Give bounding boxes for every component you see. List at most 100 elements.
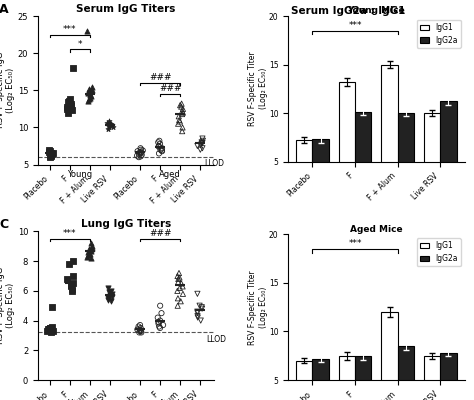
- Y-axis label: RSV F-specific IgG
(Log₂ EC₅₀): RSV F-specific IgG (Log₂ EC₅₀): [0, 52, 15, 128]
- Point: [108, 298, 115, 304]
- Point: [64, 276, 71, 282]
- Point: [69, 280, 77, 287]
- Point: [138, 152, 146, 158]
- Point: [67, 283, 75, 290]
- Point: [176, 102, 184, 108]
- Point: [193, 291, 201, 297]
- Point: [155, 319, 162, 325]
- Point: [47, 329, 55, 336]
- Point: [47, 152, 55, 159]
- Point: [158, 147, 165, 154]
- Point: [47, 150, 55, 157]
- Point: [155, 144, 163, 150]
- Point: [174, 279, 182, 285]
- Bar: [296, 140, 312, 210]
- Point: [136, 149, 144, 155]
- Point: [133, 152, 141, 159]
- Point: [84, 249, 92, 256]
- Point: [84, 88, 92, 95]
- Bar: [339, 82, 355, 210]
- Bar: [312, 139, 328, 210]
- Point: [46, 326, 53, 333]
- Point: [46, 149, 53, 155]
- Point: [88, 243, 96, 250]
- Point: [109, 122, 116, 128]
- Point: [155, 150, 163, 157]
- Text: ###: ###: [149, 73, 172, 82]
- Text: ***: ***: [348, 239, 362, 248]
- Point: [198, 304, 206, 310]
- Point: [174, 276, 182, 282]
- Point: [63, 104, 71, 110]
- Point: [83, 254, 91, 260]
- Point: [107, 288, 114, 294]
- Point: [88, 244, 95, 251]
- Point: [156, 317, 164, 324]
- Point: [84, 252, 92, 258]
- Point: [157, 146, 164, 153]
- Point: [193, 308, 201, 315]
- Bar: [312, 359, 328, 400]
- Point: [194, 313, 201, 319]
- Point: [194, 314, 201, 321]
- Point: [87, 246, 95, 252]
- Point: [175, 113, 182, 120]
- Point: [66, 101, 73, 108]
- Point: [175, 270, 183, 276]
- Point: [156, 325, 164, 331]
- Point: [85, 96, 92, 102]
- Point: [136, 322, 144, 328]
- Point: [105, 124, 112, 131]
- Point: [135, 154, 143, 160]
- Point: [178, 111, 186, 117]
- Text: Young: Young: [67, 399, 92, 400]
- Point: [85, 86, 93, 92]
- Point: [174, 120, 182, 127]
- Text: Young: Young: [67, 170, 92, 179]
- Point: [86, 94, 94, 101]
- Point: [83, 28, 91, 34]
- Point: [199, 140, 206, 146]
- Bar: [398, 346, 414, 400]
- Point: [137, 150, 144, 157]
- Point: [155, 143, 163, 149]
- Point: [155, 139, 162, 146]
- Point: [197, 146, 204, 153]
- Point: [105, 118, 112, 125]
- Point: [179, 291, 187, 297]
- Point: [178, 280, 185, 287]
- Point: [106, 292, 113, 298]
- Bar: [296, 360, 312, 400]
- Point: [65, 261, 73, 267]
- Point: [174, 302, 182, 309]
- Point: [46, 153, 54, 160]
- Point: [198, 140, 205, 147]
- Point: [178, 108, 186, 114]
- Text: C: C: [0, 218, 8, 232]
- Point: [197, 317, 205, 324]
- Legend: IgG1, IgG2a: IgG1, IgG2a: [417, 20, 461, 48]
- Text: LLOD: LLOD: [206, 335, 226, 344]
- Point: [69, 258, 77, 264]
- Point: [107, 121, 115, 128]
- Bar: [355, 356, 371, 400]
- Point: [177, 298, 184, 304]
- Point: [176, 118, 184, 125]
- Point: [158, 145, 166, 152]
- Point: [135, 323, 142, 330]
- Point: [159, 322, 167, 328]
- Point: [154, 314, 162, 321]
- Point: [87, 92, 94, 99]
- Point: [198, 139, 205, 146]
- Point: [137, 150, 145, 156]
- Point: [179, 124, 186, 131]
- Bar: [382, 312, 398, 400]
- Point: [104, 296, 112, 303]
- Point: [84, 90, 92, 96]
- Point: [173, 288, 181, 294]
- Point: [179, 106, 187, 112]
- Bar: [440, 353, 456, 400]
- Point: [67, 100, 75, 107]
- Point: [158, 310, 165, 316]
- Point: [134, 148, 141, 154]
